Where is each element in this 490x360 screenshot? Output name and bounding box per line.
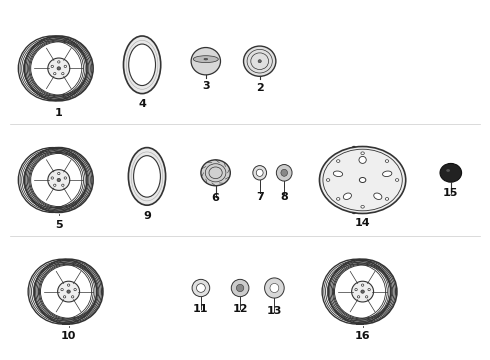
Ellipse shape <box>440 163 462 182</box>
Ellipse shape <box>385 160 389 162</box>
Ellipse shape <box>265 278 284 298</box>
Ellipse shape <box>191 48 220 75</box>
Ellipse shape <box>258 60 261 63</box>
Ellipse shape <box>326 179 330 181</box>
Ellipse shape <box>361 152 365 154</box>
Ellipse shape <box>319 147 406 213</box>
Text: 12: 12 <box>232 304 248 314</box>
Text: 4: 4 <box>138 99 146 109</box>
Text: 7: 7 <box>256 192 264 202</box>
Ellipse shape <box>192 279 210 297</box>
Ellipse shape <box>337 160 340 162</box>
Text: 14: 14 <box>355 218 370 228</box>
Ellipse shape <box>374 193 382 199</box>
Ellipse shape <box>343 193 351 199</box>
Ellipse shape <box>129 44 155 86</box>
Ellipse shape <box>128 148 166 205</box>
Ellipse shape <box>63 296 66 298</box>
Ellipse shape <box>64 65 67 68</box>
Text: 8: 8 <box>280 192 288 202</box>
Ellipse shape <box>57 67 61 70</box>
Ellipse shape <box>256 169 263 176</box>
Ellipse shape <box>51 65 53 68</box>
Ellipse shape <box>366 296 368 298</box>
Ellipse shape <box>395 179 399 181</box>
Ellipse shape <box>123 36 161 94</box>
Text: 15: 15 <box>443 188 459 198</box>
Ellipse shape <box>53 72 56 75</box>
Ellipse shape <box>57 178 61 181</box>
Ellipse shape <box>276 165 292 181</box>
Text: 16: 16 <box>355 331 370 341</box>
Ellipse shape <box>62 72 64 75</box>
Ellipse shape <box>134 156 160 197</box>
Ellipse shape <box>204 58 208 60</box>
Ellipse shape <box>446 169 450 172</box>
Text: 13: 13 <box>267 306 282 316</box>
Ellipse shape <box>58 61 60 63</box>
Ellipse shape <box>58 172 60 175</box>
Ellipse shape <box>270 283 279 293</box>
Ellipse shape <box>253 166 267 180</box>
Ellipse shape <box>244 46 276 76</box>
Ellipse shape <box>231 279 249 297</box>
Ellipse shape <box>67 290 71 293</box>
Ellipse shape <box>51 177 53 179</box>
Ellipse shape <box>385 198 389 200</box>
Ellipse shape <box>196 284 205 292</box>
Ellipse shape <box>62 184 64 186</box>
Ellipse shape <box>48 170 70 190</box>
Ellipse shape <box>337 198 340 200</box>
Ellipse shape <box>53 184 56 186</box>
Text: 5: 5 <box>55 220 63 230</box>
Text: 9: 9 <box>143 211 151 221</box>
Text: 3: 3 <box>202 81 210 91</box>
Text: 11: 11 <box>193 304 209 314</box>
Ellipse shape <box>355 288 357 291</box>
Ellipse shape <box>346 147 362 213</box>
Ellipse shape <box>68 284 70 286</box>
Ellipse shape <box>48 58 70 79</box>
Ellipse shape <box>362 284 364 286</box>
Text: 10: 10 <box>61 331 76 341</box>
Ellipse shape <box>236 284 244 292</box>
Ellipse shape <box>359 157 366 163</box>
Ellipse shape <box>74 288 76 291</box>
Ellipse shape <box>281 169 288 176</box>
Ellipse shape <box>58 281 79 302</box>
Ellipse shape <box>193 56 218 63</box>
Ellipse shape <box>333 171 343 176</box>
Ellipse shape <box>357 296 360 298</box>
Ellipse shape <box>64 177 67 179</box>
Ellipse shape <box>352 281 373 302</box>
Ellipse shape <box>72 296 74 298</box>
Text: 2: 2 <box>256 83 264 93</box>
Ellipse shape <box>359 177 366 183</box>
Ellipse shape <box>368 288 370 291</box>
Ellipse shape <box>201 160 230 186</box>
Ellipse shape <box>61 288 63 291</box>
Ellipse shape <box>361 290 364 293</box>
Text: 1: 1 <box>55 108 63 118</box>
Ellipse shape <box>361 206 365 208</box>
Text: 6: 6 <box>212 193 220 203</box>
Ellipse shape <box>383 171 392 176</box>
